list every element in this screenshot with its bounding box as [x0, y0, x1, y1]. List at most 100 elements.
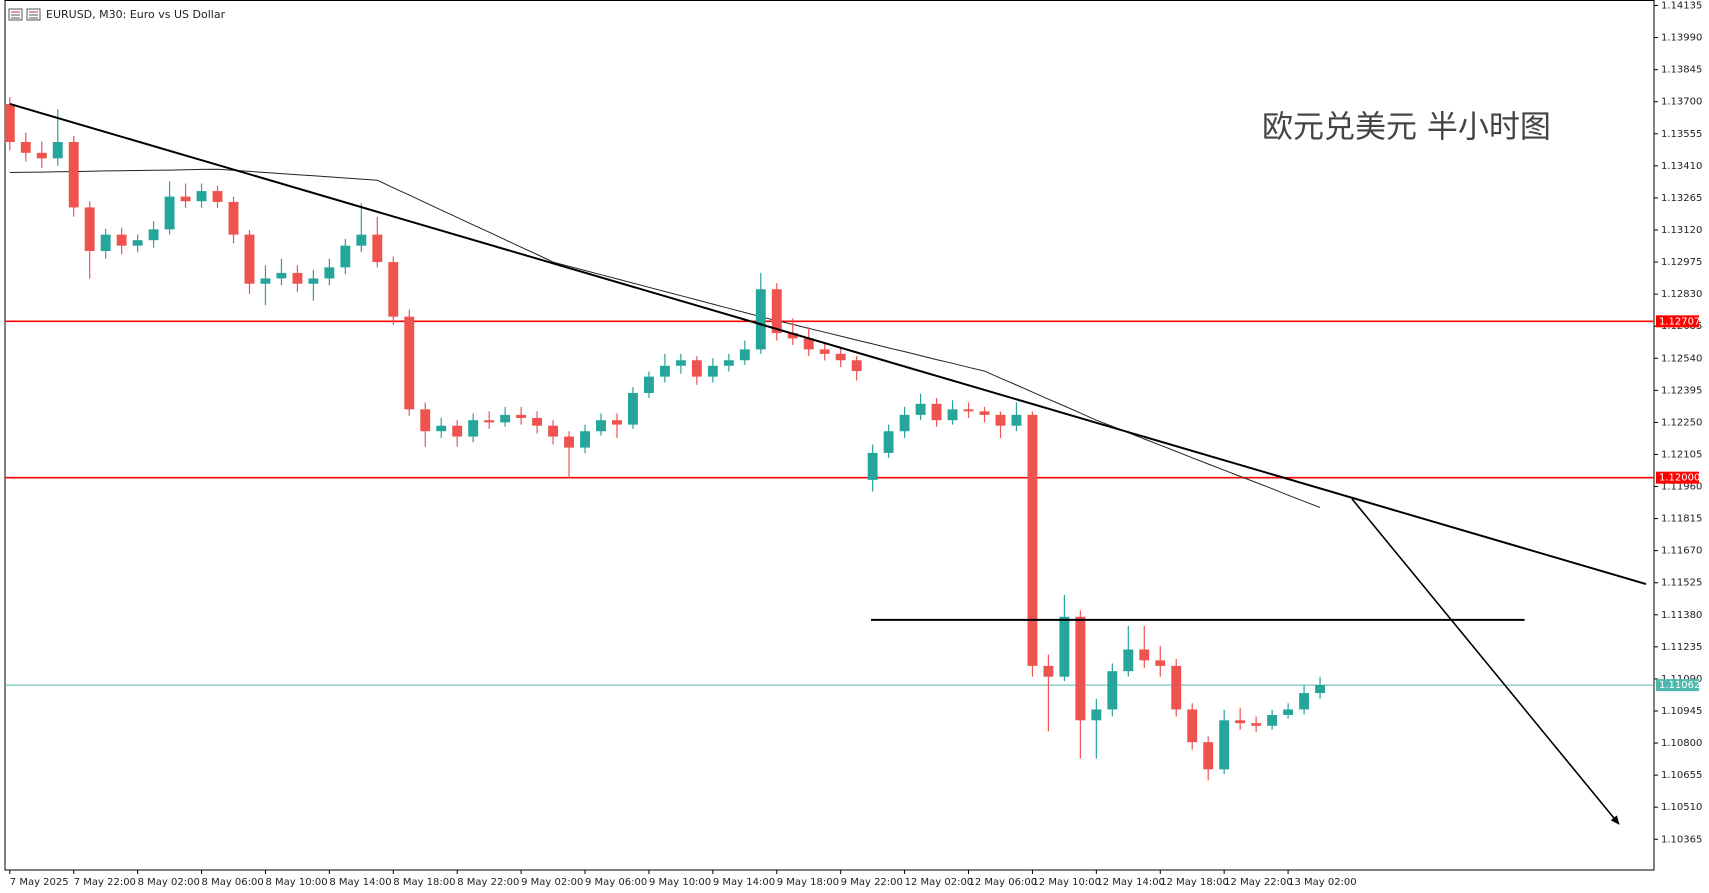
- candle-body: [755, 289, 766, 350]
- candle-body: [643, 376, 654, 393]
- symbol-icon: [8, 8, 41, 21]
- x-tick-label: 9 May 22:00: [841, 877, 903, 888]
- candle-body: [1075, 616, 1086, 721]
- x-tick-label: 8 May 22:00: [457, 877, 519, 888]
- candle-body: [596, 420, 606, 432]
- candle-body: [979, 411, 990, 415]
- candle-body: [276, 272, 287, 279]
- candle-body: [1059, 616, 1070, 677]
- candle-body: [1171, 665, 1182, 710]
- candle-body: [484, 420, 495, 423]
- candle-body: [803, 338, 814, 350]
- candle-body: [691, 360, 702, 377]
- x-tick-label: 7 May 2025: [10, 877, 69, 888]
- x-tick-label: 9 May 18:00: [777, 877, 839, 888]
- plot-frame: [4, 0, 1655, 871]
- candle-body: [564, 436, 575, 448]
- candle-body: [883, 431, 894, 453]
- candle-body: [1139, 649, 1150, 661]
- candle-body: [356, 234, 367, 246]
- candle-body: [899, 414, 910, 432]
- y-tick-label: 1.13700: [1661, 97, 1702, 108]
- x-tick-label: 9 May 14:00: [713, 877, 775, 888]
- candle-body: [148, 229, 159, 241]
- candle-body: [580, 431, 590, 448]
- candle-body: [1299, 693, 1310, 710]
- y-tick-label: 1.12975: [1661, 257, 1702, 268]
- x-tick-label: 7 May 22:00: [74, 877, 136, 888]
- x-tick-label: 9 May 02:00: [521, 877, 583, 888]
- x-tick-label: 12 May 10:00: [1032, 877, 1101, 888]
- y-tick-label: 1.10655: [1661, 770, 1702, 781]
- y-tick-label: 1.11815: [1661, 514, 1702, 525]
- price-level-box: [1656, 471, 1699, 484]
- candle-body: [931, 403, 942, 421]
- candle-body: [244, 234, 255, 284]
- candle-body: [212, 191, 223, 202]
- candle-body: [707, 365, 718, 377]
- candle-body: [132, 240, 143, 246]
- candle-body: [739, 349, 750, 361]
- candle-body: [628, 392, 638, 425]
- candle-body: [1283, 709, 1294, 715]
- price-level-box: [1656, 679, 1699, 692]
- y-tick-label: 1.13410: [1661, 161, 1702, 172]
- y-tick-label: 1.10365: [1661, 834, 1702, 845]
- candle-body: [164, 196, 175, 230]
- candle-body: [308, 278, 319, 284]
- candle-body: [915, 403, 926, 415]
- y-tick-label: 1.14135: [1661, 1, 1702, 12]
- price-level-label: 1.12707: [1659, 316, 1700, 327]
- candle-body: [1107, 671, 1118, 710]
- candle-body: [867, 452, 878, 480]
- moving-average: [9, 168, 1321, 508]
- candle-body: [20, 141, 31, 153]
- candle-body: [835, 353, 846, 361]
- y-tick-label: 1.11525: [1661, 578, 1702, 589]
- y-tick-label: 1.12540: [1661, 353, 1702, 364]
- candle-body: [340, 245, 351, 268]
- candle-body: [1027, 414, 1038, 666]
- y-tick-label: 1.13990: [1661, 33, 1702, 44]
- x-tick-label: 8 May 18:00: [393, 877, 455, 888]
- candle-body: [1235, 720, 1246, 724]
- x-tick-label: 12 May 02:00: [905, 877, 974, 888]
- candle-body: [532, 417, 543, 426]
- candle-body: [1203, 742, 1214, 770]
- candle-body: [100, 234, 111, 252]
- candle-body: [452, 425, 463, 437]
- y-tick-label: 1.13265: [1661, 193, 1702, 204]
- y-tick-label: 1.10800: [1661, 738, 1702, 749]
- chart-title: EURUSD, M30: Euro vs US Dollar: [46, 8, 226, 21]
- candle-body: [180, 196, 191, 202]
- price-level-label: 1.12000: [1659, 473, 1700, 484]
- candle-body: [324, 267, 335, 279]
- x-tick-label: 9 May 10:00: [649, 877, 711, 888]
- x-tick-label: 13 May 02:00: [1288, 877, 1357, 888]
- x-tick-label: 12 May 22:00: [1224, 877, 1293, 888]
- candle-body: [292, 272, 303, 284]
- candle-body: [388, 262, 399, 317]
- x-tick-label: 8 May 06:00: [202, 877, 264, 888]
- y-tick-label: 1.11380: [1661, 610, 1702, 621]
- y-tick-label: 1.11670: [1661, 546, 1702, 557]
- y-tick-label: 1.13120: [1661, 225, 1702, 236]
- candle-body: [1011, 414, 1022, 426]
- annotation: 欧元兑美元 半小时图: [1262, 110, 1551, 146]
- price-level-box: [1656, 315, 1699, 328]
- candle-body: [548, 425, 559, 437]
- candle-body: [1315, 685, 1325, 694]
- x-tick-label: 9 May 06:00: [585, 877, 647, 888]
- y-tick-label: 1.12830: [1661, 289, 1702, 300]
- candle-body: [851, 360, 862, 372]
- candle-body: [372, 234, 383, 263]
- candle-body: [1187, 709, 1198, 743]
- candle-body: [675, 360, 686, 366]
- y-tick-label: 1.11235: [1661, 642, 1702, 653]
- x-tick-label: 8 May 10:00: [265, 877, 327, 888]
- y-tick-label: 1.12395: [1661, 385, 1702, 396]
- trend-line: [9, 102, 1647, 586]
- candle-body: [1123, 649, 1134, 672]
- candle-body: [819, 349, 830, 354]
